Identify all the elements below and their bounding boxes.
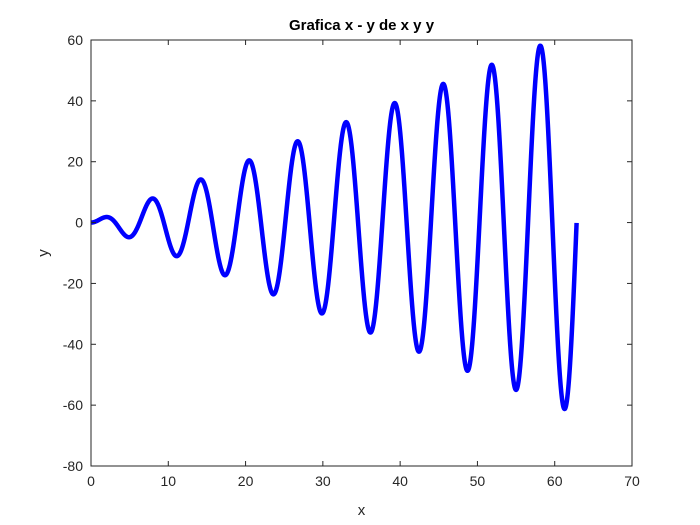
x-tick-label: 70 <box>624 473 640 489</box>
data-point <box>419 351 420 352</box>
chart-title: Grafica x - y de x y y <box>289 17 435 34</box>
y-tick-label: 0 <box>75 215 83 231</box>
data-point <box>443 83 444 84</box>
x-tick-label: 0 <box>87 473 95 489</box>
y-ticks: -80 -60 -40 -20 0 20 40 60 <box>63 32 632 474</box>
data-point <box>225 275 226 276</box>
y-tick-label: 60 <box>67 32 83 48</box>
data-point <box>106 217 107 218</box>
x-tick-label: 40 <box>392 473 408 489</box>
data-point <box>515 389 516 390</box>
data-point <box>467 370 468 371</box>
plot-frame <box>90 39 633 467</box>
data-point <box>249 160 250 161</box>
data-point <box>346 122 347 123</box>
data-point <box>394 103 395 104</box>
data-point <box>176 256 177 257</box>
data-point <box>128 237 129 238</box>
y-tick-label: -40 <box>63 336 83 352</box>
data-point <box>273 294 274 295</box>
data-point <box>370 332 371 333</box>
y-axis-label: y <box>35 249 52 257</box>
data-point <box>152 198 153 199</box>
y-tick-label: -20 <box>63 275 83 291</box>
data-point <box>321 313 322 314</box>
y-tick-label: -80 <box>63 458 83 474</box>
x-tick-label: 30 <box>315 473 331 489</box>
data-point <box>200 179 201 180</box>
data-point <box>297 141 298 142</box>
y-tick-label: -60 <box>63 397 83 413</box>
data-point <box>576 222 577 223</box>
x-ticks: 0 10 20 30 40 50 60 70 <box>87 40 640 489</box>
series-layer <box>88 43 579 412</box>
data-point <box>540 45 541 46</box>
x-tick-label: 60 <box>547 473 563 489</box>
x-tick-label: 50 <box>470 473 486 489</box>
data-point <box>564 409 565 410</box>
y-tick-label: 40 <box>67 93 83 109</box>
x-axis-label: x <box>358 502 366 519</box>
x-tick-label: 10 <box>160 473 176 489</box>
y-tick-label: 20 <box>67 154 83 170</box>
series-line <box>88 43 579 412</box>
x-tick-label: 20 <box>238 473 254 489</box>
data-point <box>491 64 492 65</box>
